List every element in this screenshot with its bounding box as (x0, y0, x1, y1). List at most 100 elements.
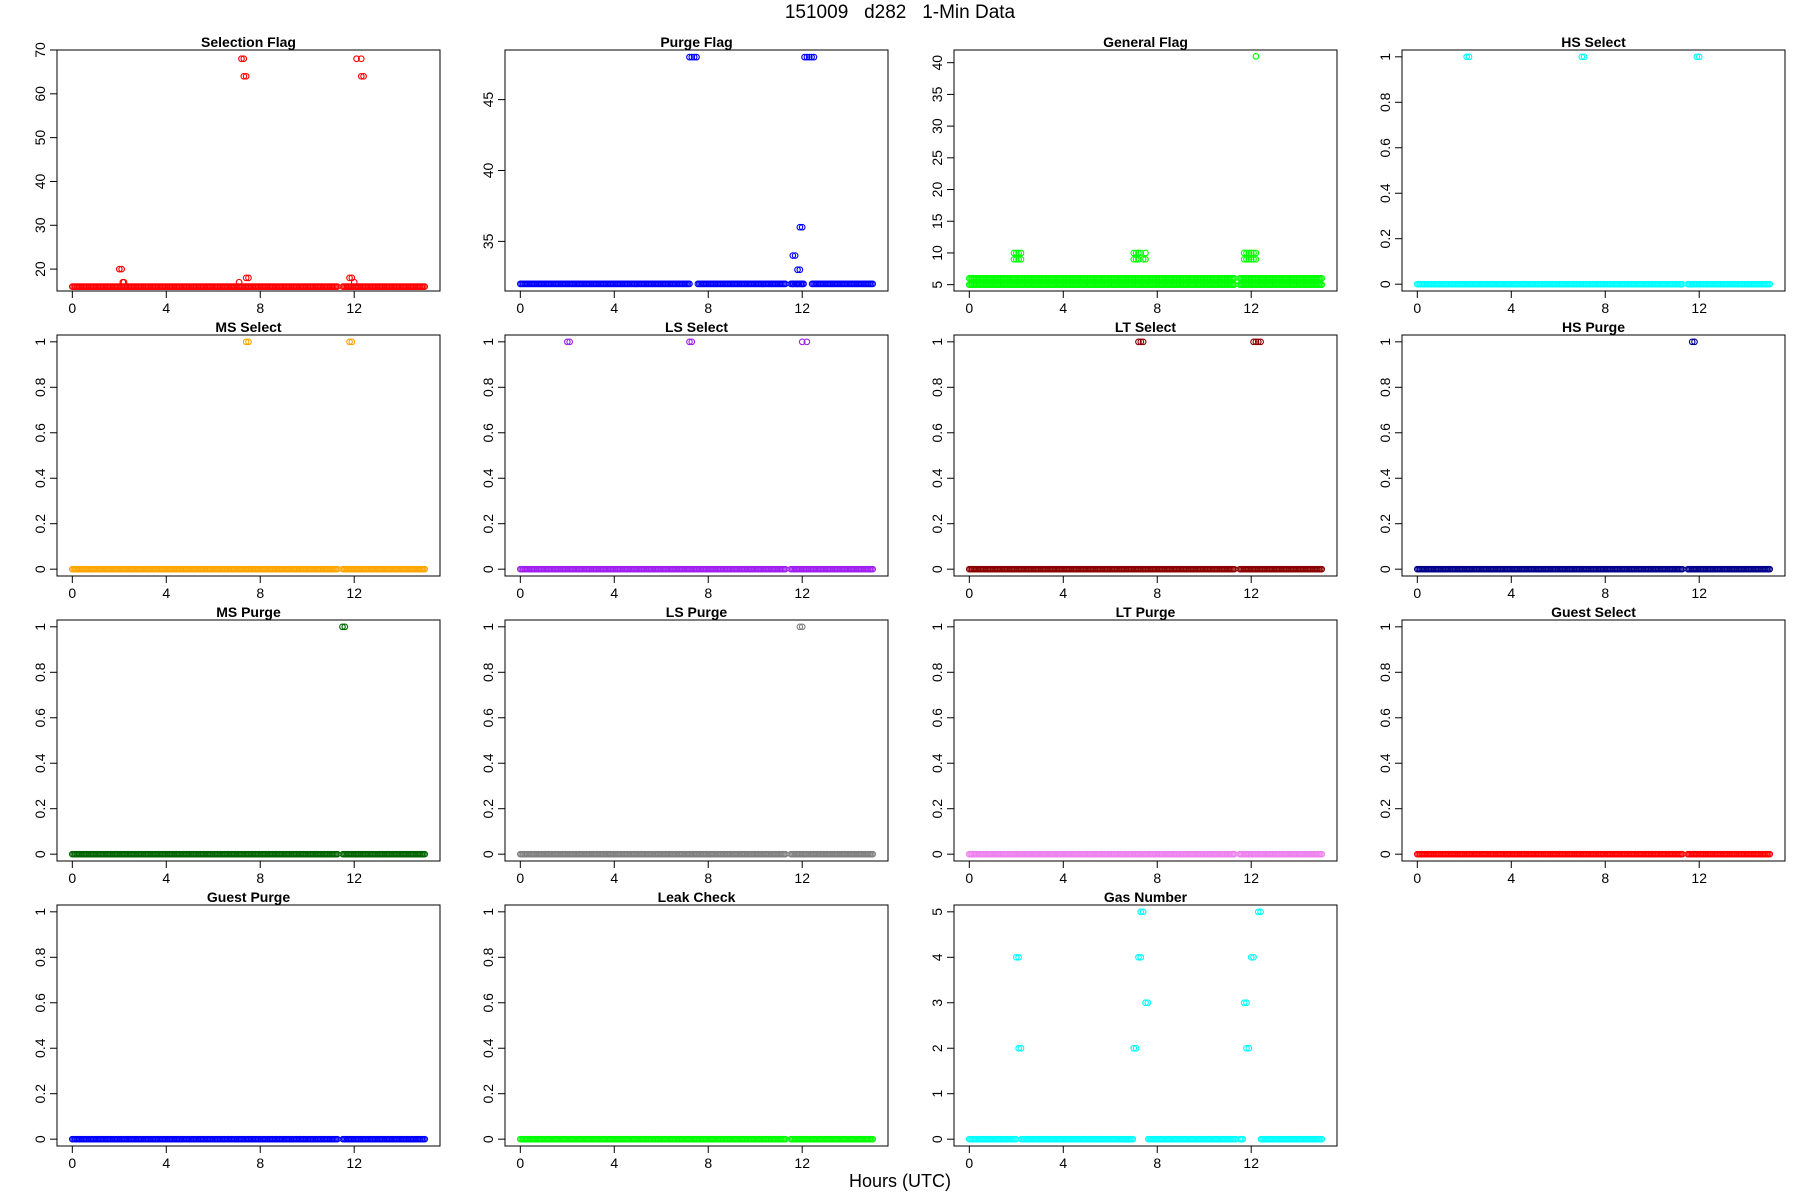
x-tick-label: 0 (965, 585, 973, 601)
panel-lt-select: LT Select 0 4 8 12 0 0.2 0.4 0.6 0.8 1 (929, 319, 1338, 601)
y-tick-label: 30 (32, 217, 48, 233)
data-point (115, 265, 123, 273)
x-tick-label: 8 (704, 1155, 712, 1171)
figure-title: 151009 d282 1-Min Data (784, 2, 1016, 23)
data-point (1250, 249, 1257, 257)
data-point (346, 274, 353, 282)
y-tick-label: 0 (32, 850, 48, 858)
data-point (1239, 1135, 1247, 1143)
data-point (1017, 1044, 1025, 1052)
y-tick-label: 0 (480, 565, 496, 573)
y-tick-label: 0 (1377, 565, 1393, 573)
y-tick-label: 0.6 (1377, 138, 1393, 158)
panel-hs-purge: HS Purge 0 4 8 12 0 0.2 0.4 0.6 0.8 1 (1377, 319, 1786, 601)
y-tick-label: 0.6 (480, 993, 496, 1013)
plot-frame (953, 334, 1338, 577)
data-point (1688, 338, 1696, 346)
x-tick-label: 12 (1243, 870, 1259, 886)
data-point (1010, 255, 1018, 263)
data-points (516, 1135, 877, 1143)
data-point (1250, 953, 1257, 961)
plot-frame (56, 904, 441, 1147)
data-point (808, 53, 815, 61)
plot-frame (504, 334, 889, 577)
y-tick-label: 0.4 (929, 753, 945, 773)
data-points (516, 53, 877, 288)
data-point (421, 283, 429, 290)
y-tick-label: 35 (929, 86, 945, 102)
data-point (1142, 999, 1149, 1007)
data-points (1413, 53, 1774, 288)
data-point (1132, 249, 1140, 257)
data-point (1015, 255, 1023, 263)
x-tick-label: 8 (256, 870, 264, 886)
panel-title: Selection Flag (201, 34, 296, 50)
data-point (1010, 249, 1018, 257)
data-point (1137, 338, 1145, 346)
x-tick-label: 4 (610, 585, 618, 601)
x-tick-label: 8 (1153, 300, 1161, 316)
data-point (1243, 255, 1250, 263)
x-tick-label: 0 (516, 300, 524, 316)
data-points (68, 623, 429, 858)
data-point (1247, 249, 1255, 257)
data-points (68, 55, 429, 290)
data-point (1139, 338, 1147, 346)
data-point (801, 53, 808, 61)
x-tick-label: 4 (1059, 300, 1067, 316)
data-point (350, 278, 358, 286)
data-point (235, 278, 243, 286)
y-tick-label: 0.2 (929, 514, 945, 534)
data-point (1245, 249, 1253, 257)
data-point (242, 72, 250, 80)
panel-lt-purge: LT Purge 0 4 8 12 0 0.2 0.4 0.6 0.8 1 (929, 604, 1338, 886)
data-point (1012, 255, 1020, 263)
data-point (1130, 255, 1138, 263)
data-points (516, 338, 877, 573)
data-point (796, 266, 804, 274)
data-point (357, 72, 365, 80)
panel-ls-purge: LS Purge 0 4 8 12 0 0.2 0.4 0.6 0.8 1 (480, 604, 889, 886)
data-point (1250, 338, 1257, 346)
x-tick-label: 8 (704, 870, 712, 886)
data-points (965, 850, 1326, 858)
y-tick-label: 0.8 (32, 947, 48, 967)
x-tick-label: 0 (68, 870, 76, 886)
x-tick-label: 8 (704, 585, 712, 601)
plot-frame (1401, 334, 1786, 577)
plot-frame (56, 619, 441, 862)
x-tick-label: 0 (516, 870, 524, 886)
data-point (1142, 255, 1149, 263)
y-tick-label: 0.2 (480, 799, 496, 819)
panel-title: LS Select (665, 319, 728, 335)
data-point (688, 338, 696, 346)
y-tick-label: 0.4 (1377, 183, 1393, 203)
y-tick-label: 0.8 (929, 377, 945, 397)
plot-frame (1401, 619, 1786, 862)
x-tick-label: 4 (610, 1155, 618, 1171)
y-tick-label: 0 (32, 1135, 48, 1143)
data-point (1135, 249, 1142, 257)
data-points (68, 338, 429, 573)
y-tick-label: 20 (32, 261, 48, 277)
x-tick-label: 0 (1413, 585, 1421, 601)
data-point (240, 72, 248, 80)
data-point (1240, 999, 1248, 1007)
y-tick-label: 0.6 (32, 708, 48, 728)
y-tick-label: 0.2 (1377, 514, 1393, 534)
x-tick-label: 12 (1691, 870, 1707, 886)
x-tick-label: 0 (1413, 300, 1421, 316)
x-tick-label: 4 (1059, 1155, 1067, 1171)
y-tick-label: 0.8 (1377, 92, 1393, 112)
panel-title: Gas Number (1104, 889, 1188, 905)
y-tick-label: 20 (929, 182, 945, 198)
x-tick-label: 12 (346, 1155, 362, 1171)
x-tick-label: 8 (256, 1155, 264, 1171)
panel-ls-select: LS Select 0 4 8 12 0 0.2 0.4 0.6 0.8 1 (480, 319, 889, 601)
x-tick-label: 4 (610, 300, 618, 316)
data-point (1245, 255, 1253, 263)
y-tick-label: 0.8 (1377, 662, 1393, 682)
data-point (869, 850, 877, 858)
y-tick-label: 15 (929, 213, 945, 229)
x-tick-label: 4 (1059, 870, 1067, 886)
